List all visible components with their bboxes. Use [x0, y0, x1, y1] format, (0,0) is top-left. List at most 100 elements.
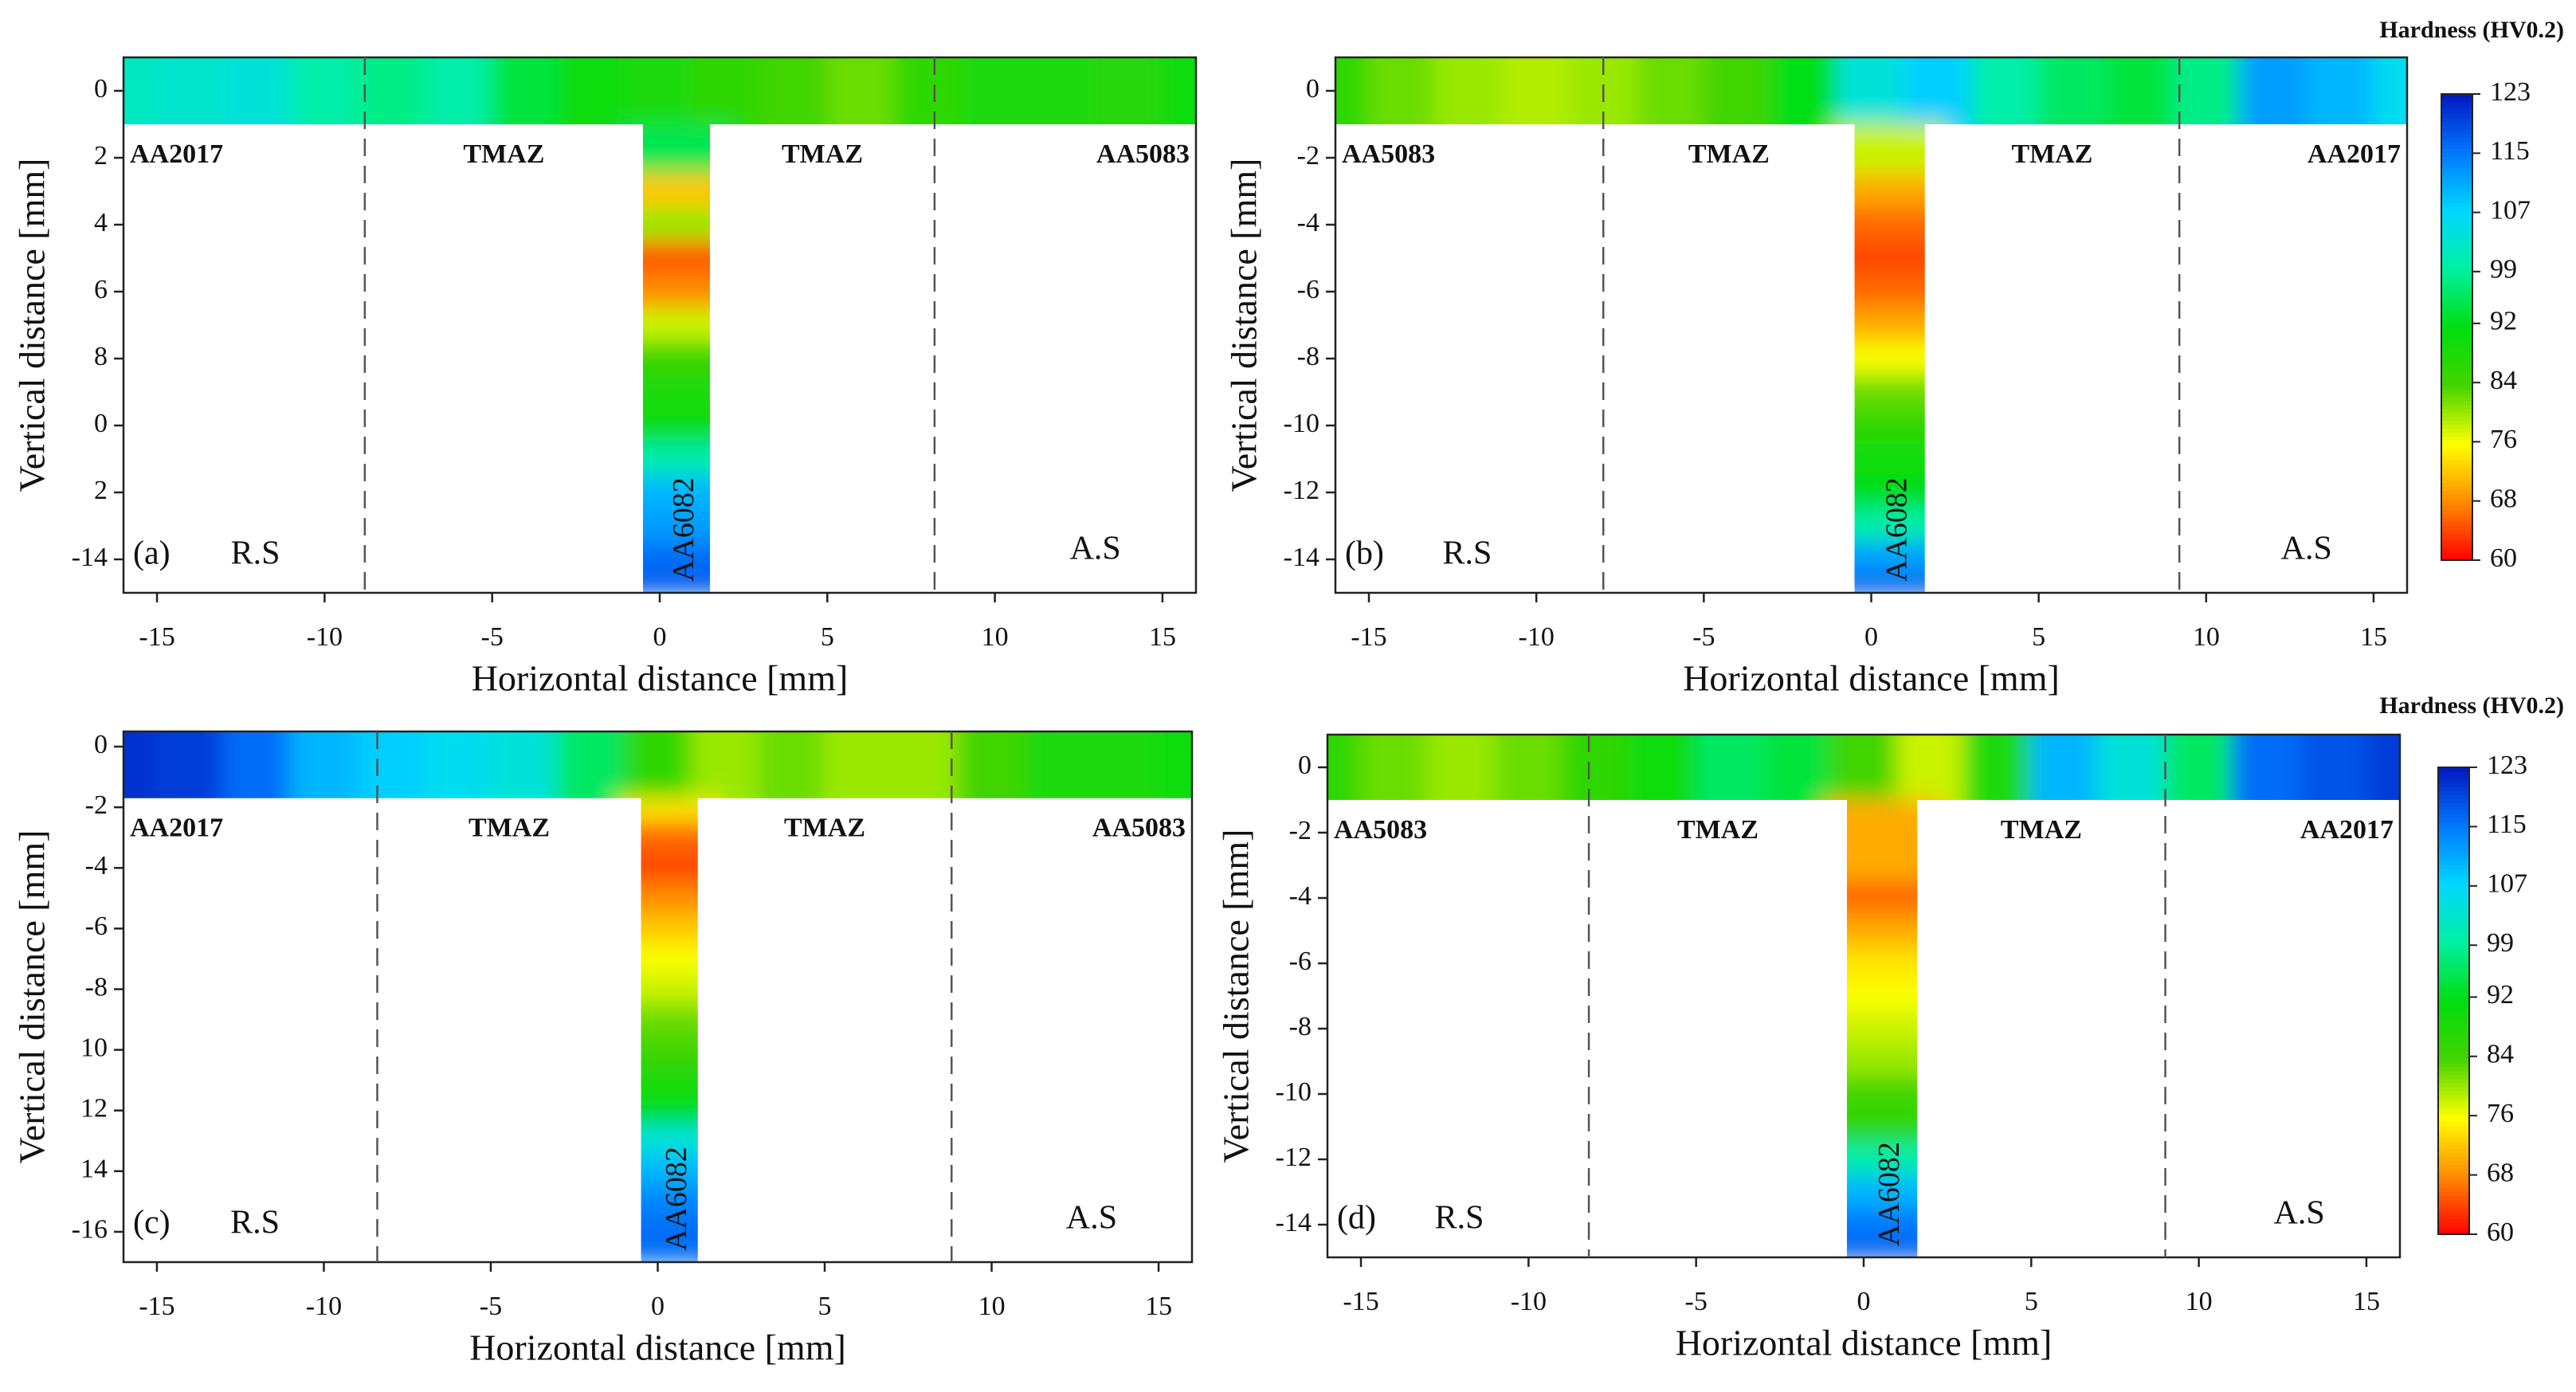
colorbar-step: [2441, 257, 2472, 262]
hardness-cell: [1822, 1240, 1942, 1257]
colorbar-step: [2438, 1035, 2469, 1041]
colorbar-step: [2438, 1028, 2469, 1033]
colorbar-step: [2441, 171, 2472, 177]
colorbar-step: [2441, 292, 2472, 297]
colorbar-step: [2438, 969, 2469, 974]
colorbar-tick-label: 99: [2490, 255, 2517, 284]
colorbar-step: [2441, 312, 2472, 316]
y-tick-label: -4: [85, 851, 108, 880]
colorbar-step: [2441, 237, 2472, 243]
colorbar-step: [2441, 501, 2472, 507]
colorbar-step: [2438, 981, 2469, 986]
x-tick-label: -5: [1692, 622, 1715, 652]
colorbar-step: [2441, 540, 2472, 546]
hardness-cell: [489, 731, 559, 822]
side-label: A.S: [1066, 1200, 1117, 1237]
y-axis-title: Vertical distance [mm]: [1224, 159, 1264, 492]
colorbar-step: [2438, 857, 2469, 861]
side-label: A.S: [2281, 531, 2332, 567]
x-tick-label: 15: [2360, 622, 2387, 652]
colorbar-step: [2441, 370, 2472, 374]
colorbar-step: [2441, 405, 2472, 410]
hardness-cell: [618, 241, 735, 276]
region-label: AA5083: [1342, 139, 1435, 169]
colorbar-step: [2438, 1187, 2469, 1193]
colorbar-tick-label: 115: [2487, 810, 2527, 839]
colorbar-step: [2438, 798, 2469, 803]
colorbar-step: [2441, 412, 2472, 418]
colorbar-step: [2441, 424, 2472, 429]
colorbar-step: [2438, 997, 2469, 1002]
colorbar-tick-label: 76: [2487, 1099, 2514, 1128]
hardness-cell: [757, 731, 826, 822]
colorbar-step: [2441, 358, 2472, 363]
y-tick-label: -2: [85, 790, 108, 820]
hardness-cell: [617, 912, 722, 945]
colorbar-step: [2438, 977, 2469, 982]
colorbar-step: [2438, 802, 2469, 807]
side-label: R.S: [1443, 535, 1492, 572]
colorbar-step: [2441, 156, 2472, 161]
side-label: R.S: [231, 535, 280, 572]
colorbar-step: [2438, 1098, 2469, 1103]
hardness-cell: [222, 731, 292, 822]
hardness-cell: [618, 174, 735, 209]
colorbar-step: [2438, 861, 2469, 865]
hardness-cell: [1770, 57, 1839, 148]
x-tick-label: -5: [1685, 1287, 1708, 1316]
colorbar-step: [2441, 117, 2472, 122]
colorbar-step: [2438, 993, 2469, 998]
colorbar-step: [2438, 1202, 2469, 1208]
colorbar-step: [2438, 1117, 2469, 1123]
hardness-cell: [1822, 799, 1942, 850]
stem-label: AA6082: [1880, 477, 1913, 582]
y-axis-title: Vertical distance [mm]: [12, 830, 53, 1164]
colorbar-step: [2438, 1070, 2469, 1076]
colorbar-step: [2438, 1012, 2469, 1018]
colorbar-step: [2441, 296, 2472, 301]
hardness-cell: [1822, 1011, 1942, 1046]
colorbar-step: [2441, 451, 2472, 457]
colorbar-step: [2441, 447, 2472, 453]
colorbar-step: [2438, 1067, 2469, 1072]
colorbar-step: [2441, 408, 2472, 414]
hardness-cell: [558, 57, 627, 148]
colorbar-step: [2441, 482, 2472, 488]
colorbar-tick-label: 92: [2487, 980, 2514, 1010]
field-blur: [124, 731, 1192, 1262]
colorbar-step: [2441, 362, 2472, 367]
colorbar-step: [2441, 377, 2472, 382]
colorbar-step: [2441, 97, 2472, 103]
field-blur: [1335, 57, 2407, 593]
colorbar-step: [2438, 771, 2469, 776]
colorbar-tick-label: 76: [2490, 425, 2517, 454]
colorbar-step: [2441, 304, 2472, 308]
colorbar-step: [2438, 1016, 2469, 1021]
colorbar-step: [2441, 436, 2472, 441]
colorbar-step: [2438, 806, 2469, 811]
colorbar-step: [2441, 467, 2472, 472]
stem-label: AA6082: [660, 1147, 693, 1251]
colorbar-step: [2438, 865, 2469, 869]
colorbar-step: [2441, 94, 2472, 99]
colorbar-step: [2441, 335, 2472, 339]
x-tick-label: 0: [653, 622, 667, 652]
colorbar-step: [2438, 1074, 2469, 1080]
y-tick-label: -2: [1289, 816, 1312, 845]
x-tick-label: -15: [139, 1292, 174, 1321]
hardness-cell: [1703, 57, 1772, 148]
hardness-cell: [1502, 57, 1571, 148]
y-tick-label: 8: [94, 342, 108, 371]
side-label: R.S: [230, 1205, 280, 1241]
colorbar-step: [2441, 532, 2472, 538]
colorbar-step: [2438, 1222, 2469, 1228]
hardness-cell: [759, 57, 829, 148]
colorbar-step: [2438, 1175, 2469, 1181]
colorbar-frame: [2437, 767, 2470, 1235]
x-tick-label: -10: [1511, 1287, 1547, 1316]
hardness-cell: [618, 374, 735, 410]
panel: -15 -10 -5 0 5 10 15 0 -2 -4 -6 -8 -10 -12 -14 Horizont…: [1224, 17, 2564, 699]
colorbar-step: [2438, 958, 2469, 963]
colorbar-step: [2438, 946, 2469, 951]
colorbar-step: [2441, 140, 2472, 146]
